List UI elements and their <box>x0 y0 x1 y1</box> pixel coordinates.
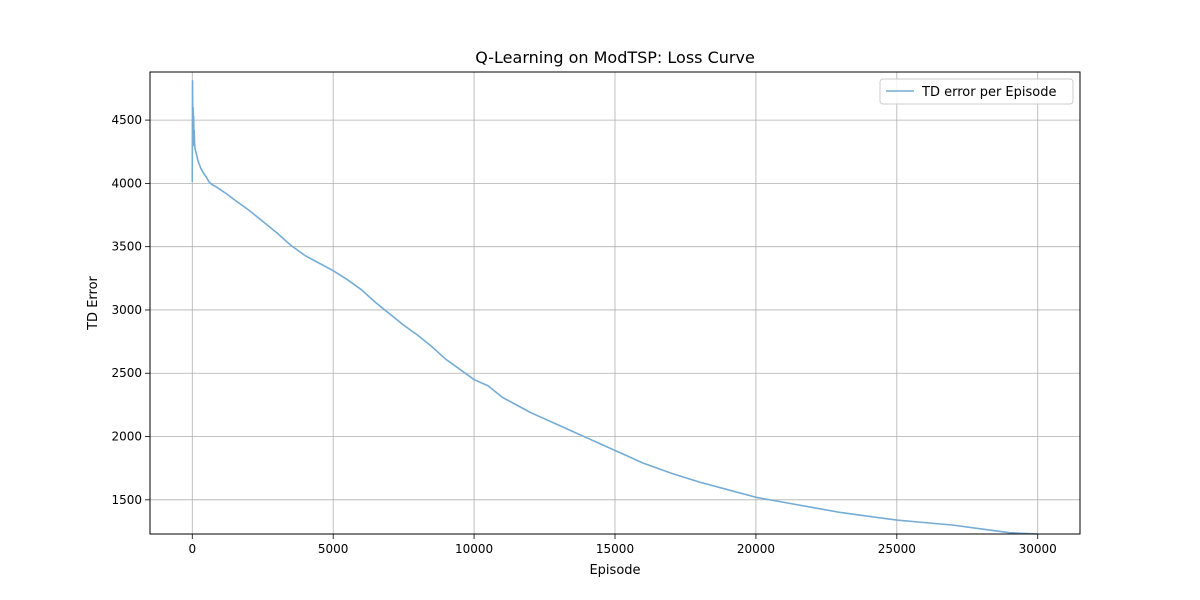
legend-label: TD error per Episode <box>921 85 1056 100</box>
chart-title: Q-Learning on ModTSP: Loss Curve <box>475 48 755 67</box>
grid <box>150 72 1080 534</box>
x-tick-label: 30000 <box>1019 542 1057 556</box>
x-tick-label: 20000 <box>737 542 775 556</box>
y-axis-label: TD Error <box>86 275 101 330</box>
x-tick-label: 5000 <box>318 542 349 556</box>
y-tick-label: 1500 <box>111 493 142 507</box>
ticks: 0 5000 10000 15000 20000 25000 30000 1500 2000 25… <box>111 113 1056 556</box>
y-tick-label: 2500 <box>111 366 142 380</box>
x-tick-label: 25000 <box>878 542 916 556</box>
legend: TD error per Episode <box>879 78 1074 105</box>
y-tick-label: 3000 <box>111 303 142 317</box>
y-tick-label: 4500 <box>111 113 142 127</box>
x-tick-label: 10000 <box>455 542 493 556</box>
plot-frame <box>149 71 1081 535</box>
x-tick-label: 0 <box>188 542 196 556</box>
y-tick-label: 3500 <box>111 240 142 254</box>
y-tick-label: 4000 <box>111 176 142 190</box>
x-tick-label: 15000 <box>596 542 634 556</box>
series-line <box>191 80 1038 535</box>
lines <box>191 80 1038 535</box>
y-tick-label: 2000 <box>111 430 142 444</box>
legend-box <box>879 78 1074 105</box>
x-axis-label: Episode <box>589 563 640 578</box>
